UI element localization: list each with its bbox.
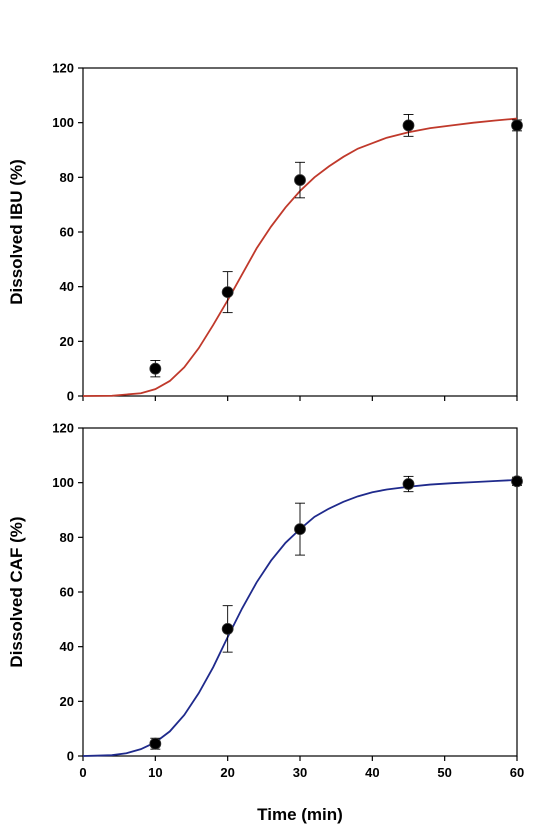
caf-data-point-60 (511, 475, 523, 488)
ibu-y-tick-label-0: 0 (67, 389, 74, 404)
caf-x-tick-label-0: 0 (79, 765, 86, 780)
ibu-data-point-60 (511, 119, 523, 132)
caf-data-point-10 (149, 737, 162, 750)
caf-y-axis-title: Dissolved CAF (%) (7, 516, 26, 667)
ibu-fit-curve (82, 117, 518, 397)
caf-y-tick-label-120: 120 (52, 421, 74, 436)
caf-x-tick-label-20: 20 (220, 765, 234, 780)
caf-x-tick-label-10: 10 (148, 765, 162, 780)
caf-dissolution-panel: 0 20 40 60 80 100 120 0 10 20 30 40 50 60 Dissolved CA… (7, 421, 524, 825)
ibu-y-tick-label-100: 100 (52, 115, 74, 130)
caf-y-tick-label-60: 60 (60, 585, 74, 600)
caf-y-tick-label-20: 20 (60, 694, 74, 709)
caf-y-tick-label-0: 0 (67, 749, 74, 764)
ibu-data-point-20 (221, 286, 234, 299)
ibu-data-point-45 (402, 119, 415, 132)
ibu-data-point-30 (294, 174, 306, 186)
ibu-y-axis-title: Dissolved IBU (%) (7, 159, 26, 304)
caf-fit-curve (82, 479, 518, 757)
ibu-dissolution-panel: 0 20 40 60 80 100 120 Dissolved IBU (%) (7, 61, 523, 404)
ibu-y-tick-label-60: 60 (60, 225, 74, 240)
caf-y-tick-label-80: 80 (60, 530, 74, 545)
ibu-data-point-10 (149, 362, 162, 375)
caf-y-tick-label-100: 100 (52, 475, 74, 490)
ibu-y-tick-label-20: 20 (60, 334, 74, 349)
caf-x-axis-title: Time (min) (257, 805, 343, 824)
ibu-y-tick-label-40: 40 (60, 279, 74, 294)
ibu-y-tick-label-120: 120 (52, 61, 74, 76)
ibu-y-tick-label-80: 80 (60, 170, 74, 185)
caf-plot-frame (82, 427, 518, 757)
caf-data-point-45 (402, 478, 415, 490)
caf-y-tick-label-40: 40 (60, 639, 74, 654)
caf-data-point-30 (294, 523, 306, 536)
caf-x-tick-label-40: 40 (365, 765, 379, 780)
caf-data-point-20 (221, 623, 234, 635)
ibu-plot-frame (82, 67, 518, 397)
caf-x-tick-label-50: 50 (437, 765, 451, 780)
caf-x-tick-label-60: 60 (510, 765, 524, 780)
caf-x-tick-label-30: 30 (293, 765, 307, 780)
